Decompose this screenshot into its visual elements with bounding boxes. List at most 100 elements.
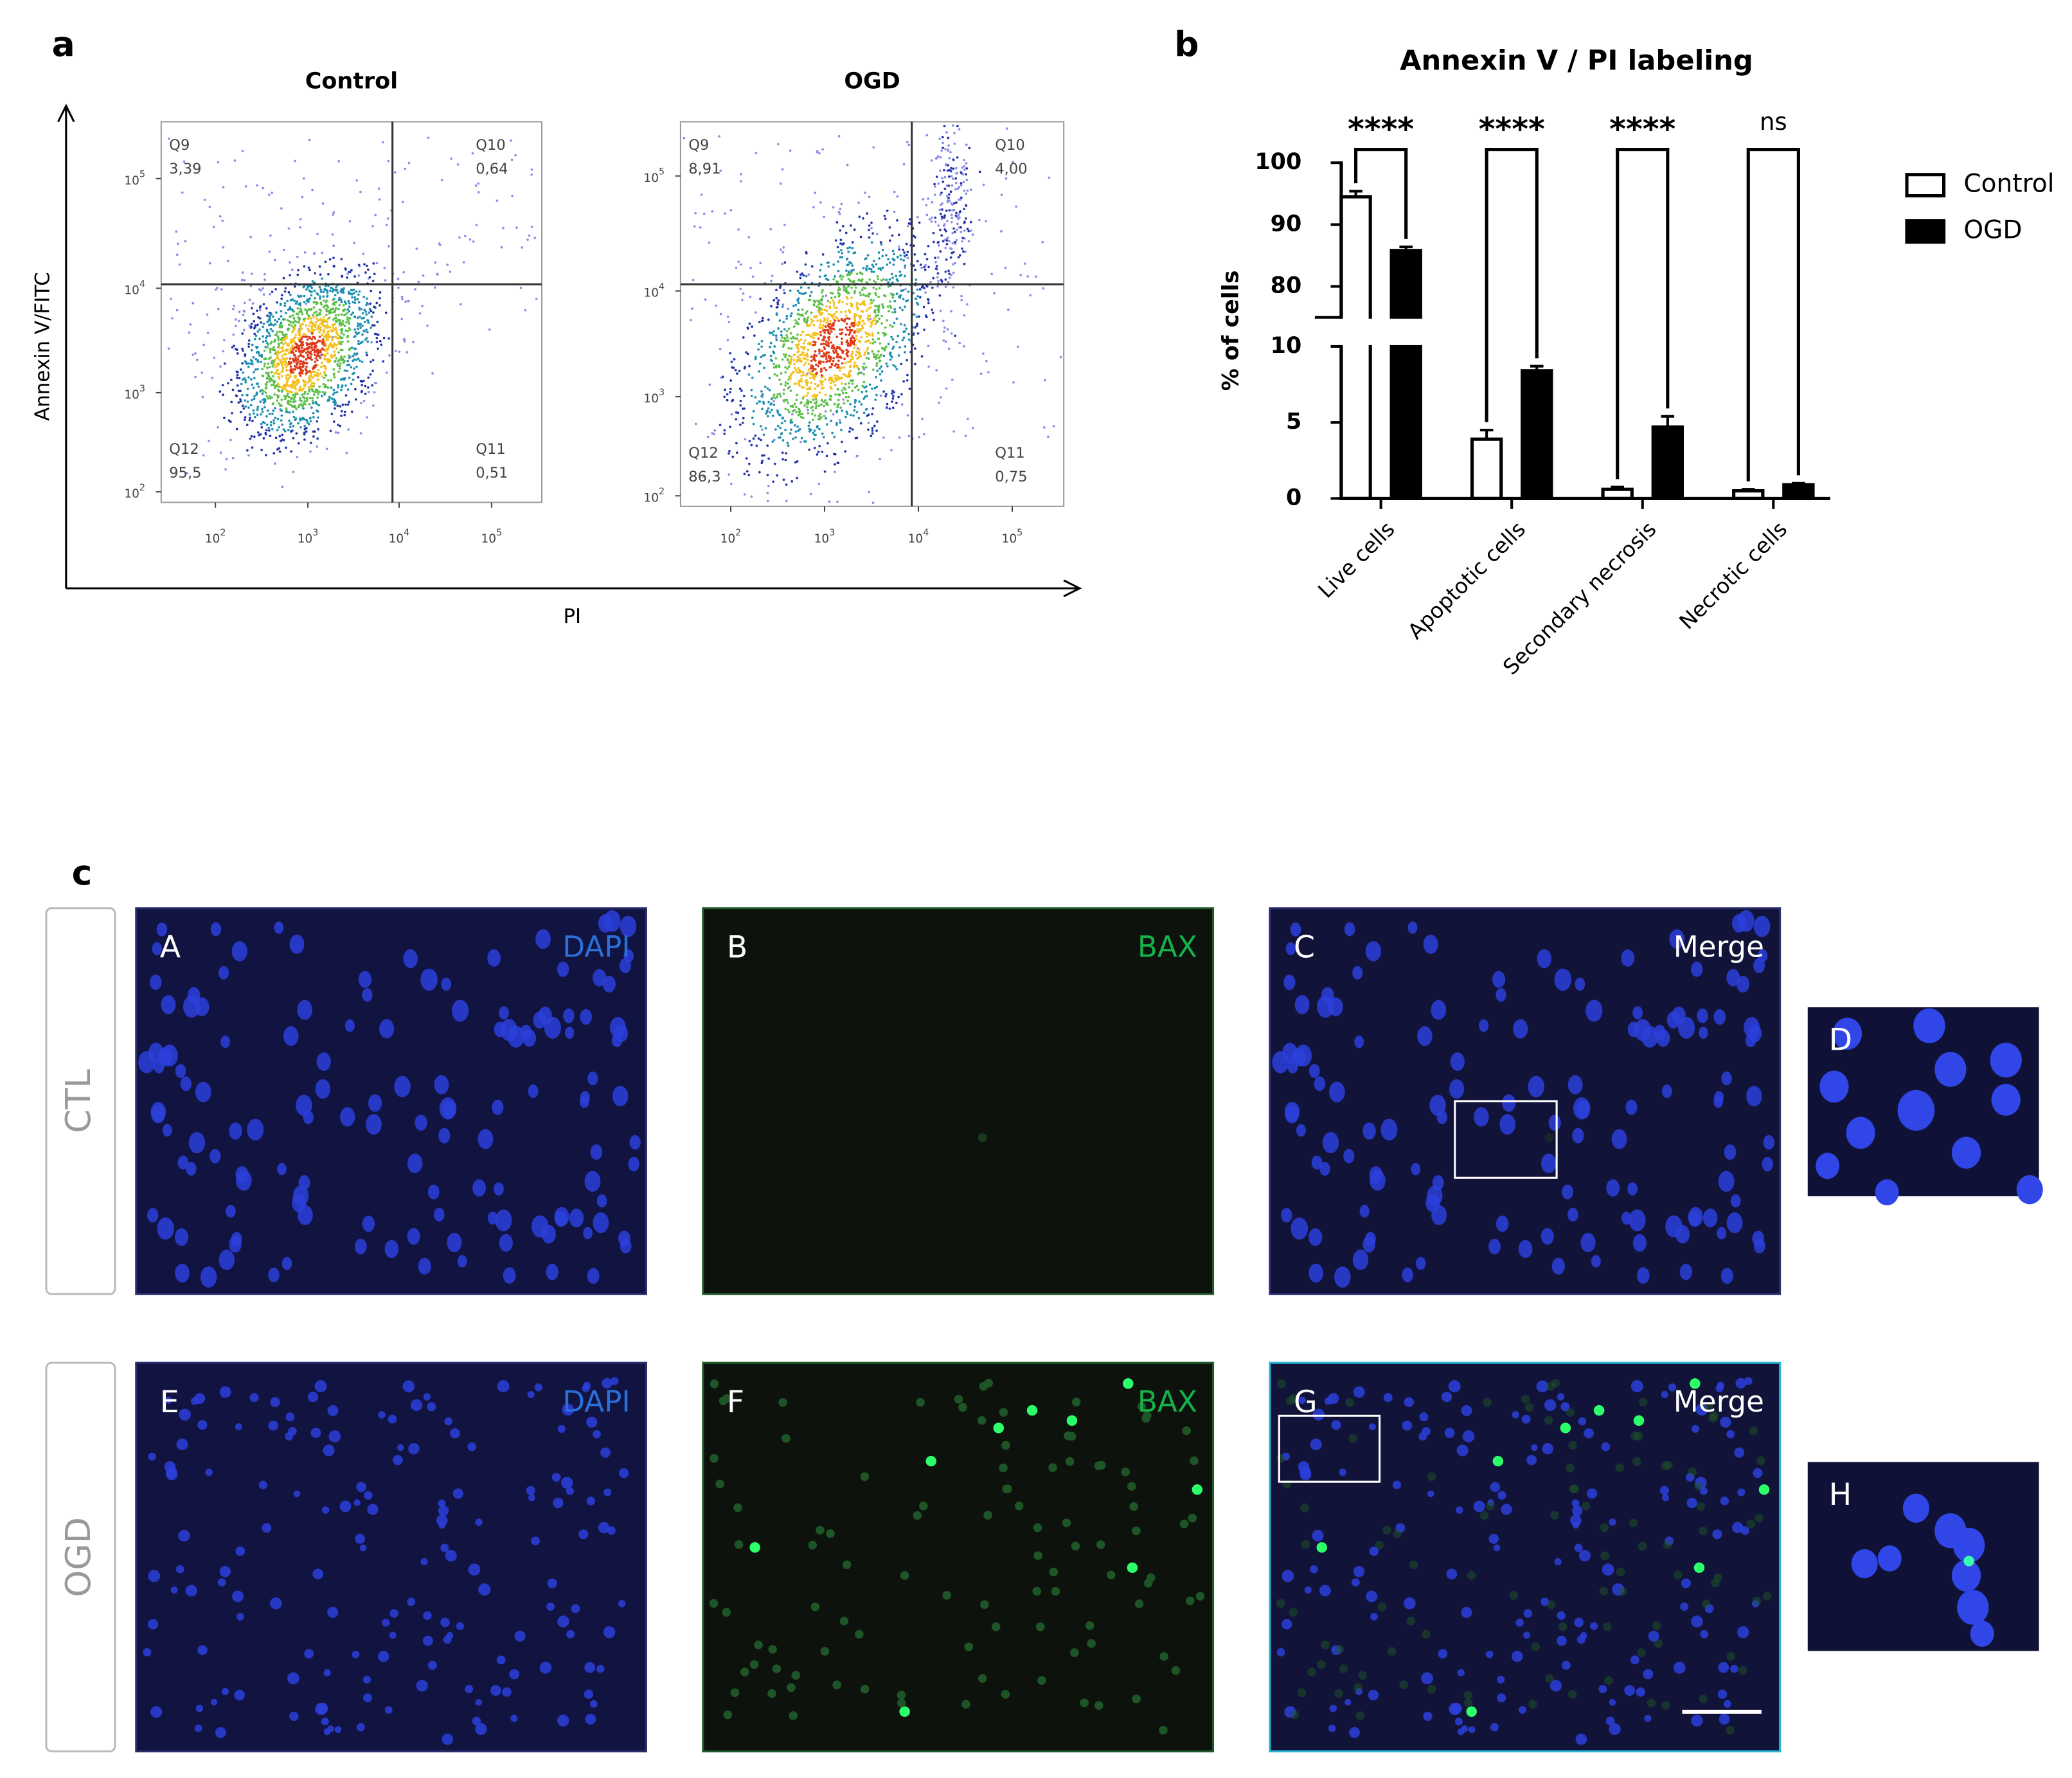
event-dot [945, 258, 948, 261]
event-dot [276, 330, 279, 334]
event-dot [964, 435, 967, 438]
event-dot [269, 319, 271, 322]
event-dot [305, 418, 308, 422]
event-dot [229, 438, 232, 442]
event-dot [785, 330, 789, 332]
event-dot [334, 294, 337, 297]
event-dot [839, 332, 842, 336]
event-dot [967, 240, 970, 243]
event-dot [331, 233, 334, 236]
x-tick-label: Necrotic cells [1674, 516, 1792, 634]
nucleus [235, 1423, 242, 1431]
event-dot [797, 313, 800, 316]
event-dot [450, 157, 452, 160]
event-dot [943, 228, 946, 231]
event-dot [369, 373, 372, 376]
event-dot [764, 354, 766, 357]
event-dot [868, 490, 870, 494]
event-dot [914, 298, 917, 300]
event-dot [258, 317, 262, 320]
event-dot [170, 298, 172, 300]
event-dot [820, 403, 823, 406]
event-dot [809, 367, 812, 370]
event-dot [760, 395, 763, 398]
event-dot [752, 409, 755, 413]
event-dot [893, 321, 896, 325]
event-dot [308, 324, 310, 327]
event-dot [418, 312, 422, 315]
event-dot [807, 391, 809, 395]
event-dot [891, 311, 894, 314]
tick-base: 10 [814, 532, 830, 546]
event-dot [864, 191, 866, 194]
event-dot [276, 354, 279, 357]
nucleus [150, 974, 162, 991]
event-dot [283, 249, 285, 251]
event-dot [308, 397, 312, 400]
event-dot [843, 357, 846, 361]
event-dot [314, 325, 317, 328]
event-dot [835, 336, 838, 339]
event-dot [358, 290, 361, 293]
event-dot [267, 323, 271, 327]
event-dot [816, 332, 819, 336]
event-dot [292, 368, 295, 371]
bax-signal [1345, 1398, 1354, 1407]
event-dot [357, 322, 360, 325]
event-dot [294, 285, 296, 288]
event-dot [271, 365, 274, 368]
nucleus [170, 1586, 178, 1594]
event-dot [297, 312, 299, 316]
event-dot [346, 276, 348, 279]
tick-base: 10 [124, 487, 139, 501]
event-dot [820, 399, 823, 402]
event-dot [918, 221, 921, 224]
bax-signal [1531, 1642, 1541, 1651]
event-dot [834, 364, 837, 367]
event-dot [904, 351, 906, 354]
event-dot [844, 314, 848, 317]
quadrant-value: 95,5 [169, 465, 201, 481]
nucleus [438, 1505, 449, 1516]
event-dot [236, 376, 238, 379]
event-dot [906, 379, 909, 382]
event-dot [861, 366, 864, 368]
event-dot [359, 432, 362, 435]
event-dot [737, 411, 740, 415]
event-dot [302, 285, 305, 289]
event-dot [781, 305, 784, 308]
bax-signal [1182, 1426, 1191, 1435]
event-dot [333, 350, 336, 353]
event-dot [827, 329, 830, 332]
event-dot [889, 304, 892, 307]
tick-exponent: 5 [496, 528, 502, 538]
event-dot [832, 301, 835, 304]
event-dot [477, 191, 480, 193]
bax-signal [1071, 1541, 1080, 1551]
quadrant-value: 0,64 [476, 161, 508, 177]
event-dot [957, 256, 960, 259]
event-dot [857, 279, 860, 282]
event-dot [880, 354, 882, 356]
event-dot [303, 392, 306, 395]
event-dot [280, 325, 283, 328]
event-dot [337, 431, 340, 435]
nucleus [596, 1194, 607, 1208]
event-dot [352, 301, 355, 303]
nucleus [1448, 1379, 1461, 1393]
event-dot [370, 315, 373, 318]
event-dot [896, 195, 899, 198]
event-dot [845, 348, 848, 352]
event-dot [819, 330, 822, 334]
bax-signal [1406, 1617, 1416, 1626]
event-dot [806, 406, 808, 409]
event-dot [278, 359, 281, 362]
event-dot [785, 317, 788, 320]
event-dot [833, 402, 836, 406]
event-dot [947, 144, 950, 147]
event-dot [323, 370, 326, 373]
event-dot [412, 341, 415, 343]
event-dot [242, 313, 245, 316]
event-dot [906, 141, 909, 143]
event-dot [790, 428, 792, 431]
